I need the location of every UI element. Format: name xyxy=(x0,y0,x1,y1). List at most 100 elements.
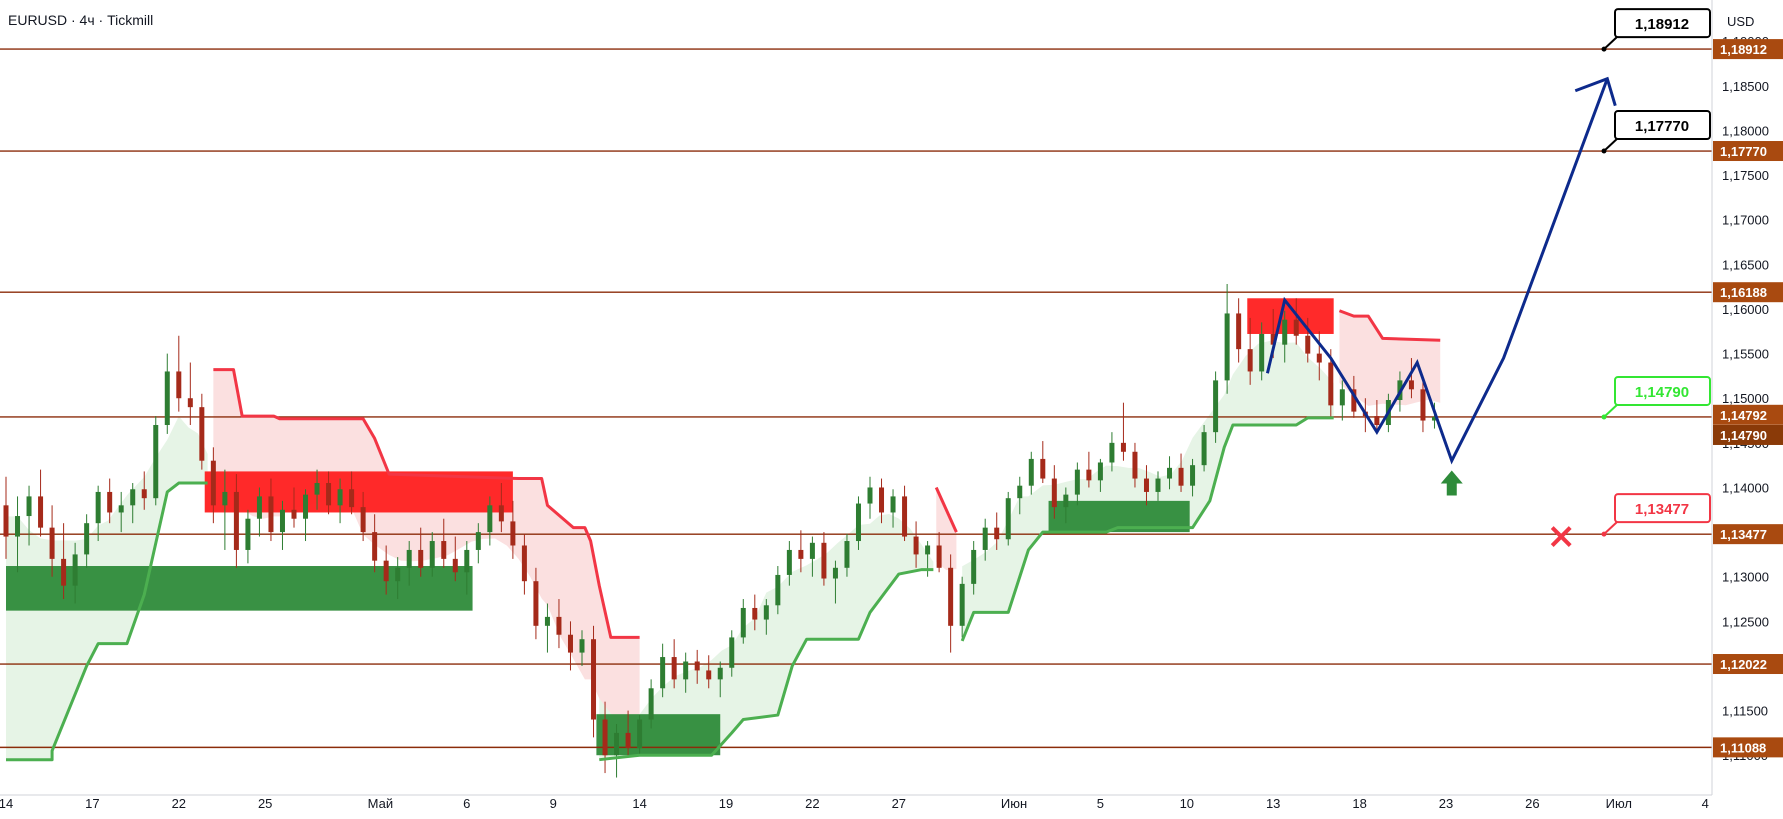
candle-body xyxy=(879,487,885,513)
candle-body xyxy=(487,505,493,533)
candle-body xyxy=(1155,478,1161,492)
x-tick-label: 4 xyxy=(1702,796,1709,811)
candle-body xyxy=(959,583,965,626)
x-tick-label: 23 xyxy=(1439,796,1453,811)
x-tick-label: Май xyxy=(368,796,393,811)
stop-x-icon xyxy=(1550,526,1572,547)
supply-zone xyxy=(1247,298,1334,334)
candle-body xyxy=(372,532,378,561)
candle-body xyxy=(498,505,504,522)
y-tick-label: 1,17500 xyxy=(1722,168,1769,183)
time-axis[interactable]: 14 17 22 25 Май 6 9 14 19 22 27 Июн 5 10 13 18 23 26 Июл 4 xyxy=(0,796,1709,811)
candle-body xyxy=(164,371,170,426)
level-badge: 1,12022 xyxy=(1713,654,1783,675)
callout-box xyxy=(1614,110,1711,141)
candle-body xyxy=(130,489,136,506)
candle-body xyxy=(786,549,792,575)
y-tick-label: 1,14000 xyxy=(1722,480,1769,495)
supertrend-up-fill xyxy=(599,514,934,760)
callout-label: 1,17770 xyxy=(1635,118,1689,135)
candle-body xyxy=(1374,416,1380,426)
candle-body xyxy=(683,661,689,680)
candle-body xyxy=(1351,389,1357,412)
supertrend-down-line xyxy=(934,486,958,533)
candle-body xyxy=(360,507,366,533)
candle-body xyxy=(971,549,977,584)
candle-body xyxy=(1086,469,1092,481)
supertrend-up-line xyxy=(599,568,934,762)
candle-body xyxy=(1408,380,1414,390)
candle-body xyxy=(913,536,919,555)
candle-body xyxy=(1017,485,1023,499)
candle-body xyxy=(637,719,643,749)
candle-body xyxy=(107,491,113,513)
projection-arrow-head xyxy=(1574,76,1617,107)
candle-body xyxy=(1097,462,1103,481)
candle-body xyxy=(1028,458,1034,486)
callout-stop: 1,13477 xyxy=(1601,493,1711,537)
level-badge-bg xyxy=(1713,424,1783,445)
candle-body xyxy=(1178,467,1184,486)
x-tick-label: 5 xyxy=(1097,796,1104,811)
level-badge: 1,17770 xyxy=(1713,141,1783,162)
supertrend-down-line xyxy=(213,368,640,639)
candle-body xyxy=(1005,498,1011,540)
candle-body xyxy=(1224,313,1230,381)
y-tick-label: 1,12500 xyxy=(1722,614,1769,629)
candle-body xyxy=(648,688,654,720)
candle-body xyxy=(1316,353,1322,363)
candle-body xyxy=(994,527,1000,540)
supertrend-up-line xyxy=(960,416,1334,642)
x-tick-label: 17 xyxy=(85,796,99,811)
level-badge-bg xyxy=(1713,141,1783,162)
candle-body xyxy=(798,549,804,559)
x-tick-label: Июн xyxy=(1001,796,1027,811)
candle-body xyxy=(395,567,401,582)
candle-body xyxy=(740,607,746,638)
candle-body xyxy=(982,527,988,550)
candle-body xyxy=(475,532,481,550)
callout-entry: 1,14790 xyxy=(1601,375,1711,420)
candle-body xyxy=(752,607,758,620)
level-badge: 1,11088 xyxy=(1713,737,1783,758)
callouts-layer: 1,18912 1,17770 1,14790 1,13477 xyxy=(1601,8,1711,537)
candle-body xyxy=(1109,442,1115,463)
candle-body xyxy=(95,491,101,524)
candle-body xyxy=(406,549,412,568)
candle-body xyxy=(1236,313,1242,350)
candle-body xyxy=(533,581,539,626)
x-tick-label: 22 xyxy=(172,796,186,811)
candle-body xyxy=(49,527,55,559)
candle-body xyxy=(1132,451,1138,479)
candle-body xyxy=(1270,333,1276,345)
candle-body xyxy=(1339,389,1345,406)
supertrend-down-line xyxy=(1338,309,1441,342)
candle-body xyxy=(717,667,723,680)
level-badge-text: 1,18912 xyxy=(1720,42,1767,57)
callout-box xyxy=(1614,375,1711,406)
candle-body xyxy=(268,496,274,533)
x-tick-label: 27 xyxy=(892,796,906,811)
level-badge-text: 1,14790 xyxy=(1720,428,1767,443)
candle-body xyxy=(1259,333,1265,372)
candle-body xyxy=(187,398,193,408)
candle-body xyxy=(210,460,216,506)
candle-body xyxy=(1143,478,1149,492)
candle-body xyxy=(349,489,355,508)
level-badge-text: 1,12022 xyxy=(1720,657,1767,672)
y-tick-label: 1,13000 xyxy=(1722,570,1769,585)
current-price-badge-bg xyxy=(1713,404,1783,425)
x-tick-label: 19 xyxy=(719,796,733,811)
candle-body xyxy=(1420,389,1426,421)
y-tick-label: 1,18500 xyxy=(1722,79,1769,94)
callout-label: 1,13477 xyxy=(1635,501,1689,518)
candle-body xyxy=(936,545,942,568)
candle-body xyxy=(199,407,205,461)
candle-body xyxy=(1040,458,1046,479)
candle-body xyxy=(452,558,458,573)
candle-body xyxy=(602,719,608,756)
candle-body xyxy=(660,657,666,689)
callout-label: 1,18912 xyxy=(1635,16,1689,33)
